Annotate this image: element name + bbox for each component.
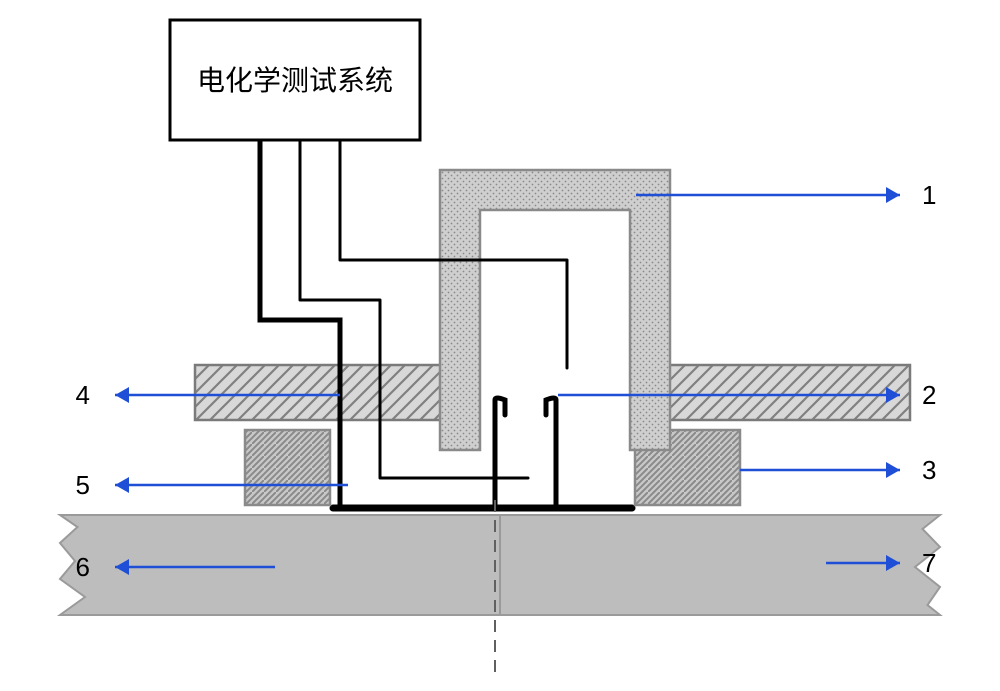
upper-plate-right — [650, 365, 910, 420]
arrow-head — [115, 477, 129, 493]
arrow-head — [886, 462, 900, 478]
callout-number: 3 — [922, 455, 936, 485]
support-hook-left — [495, 398, 505, 508]
callout-number: 1 — [922, 180, 936, 210]
diagram-canvas: 电化学测试系统 1 2 3 7 4 5 6 — [0, 0, 1000, 691]
base-slab-right — [500, 515, 940, 615]
callout-number: 6 — [76, 552, 90, 582]
upper-plate-left — [195, 365, 455, 420]
callout-number: 7 — [922, 548, 936, 578]
callout-number: 2 — [922, 380, 936, 410]
system-box-label: 电化学测试系统 — [197, 65, 393, 96]
arrow-head — [886, 187, 900, 203]
callout-number: 5 — [76, 470, 90, 500]
arrow-head — [115, 387, 129, 403]
support-hook-right — [546, 398, 556, 508]
support-block-left — [245, 430, 330, 505]
callout-number: 4 — [76, 380, 90, 410]
